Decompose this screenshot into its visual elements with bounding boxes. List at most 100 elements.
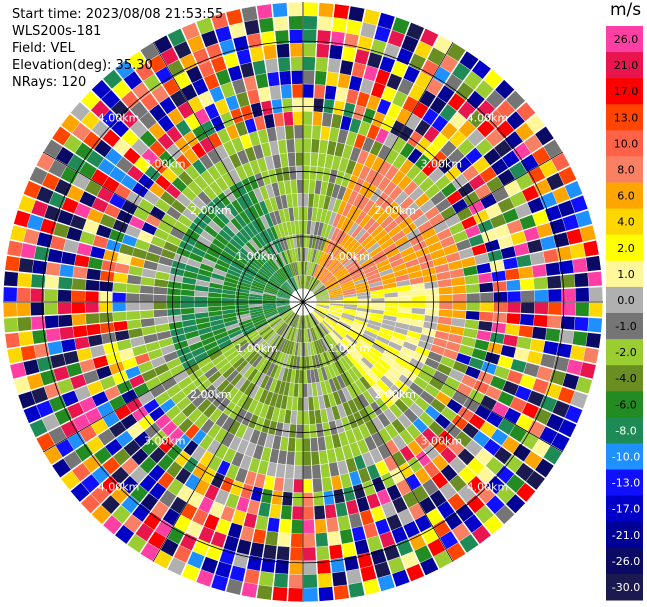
velocity-gate	[432, 133, 449, 150]
velocity-gate	[370, 225, 384, 238]
velocity-gate	[120, 174, 138, 191]
velocity-gate	[586, 332, 601, 349]
velocity-gate	[575, 302, 589, 317]
velocity-gate	[102, 411, 120, 428]
velocity-gate	[201, 467, 216, 484]
velocity-gate	[276, 270, 286, 282]
velocity-gate	[81, 474, 100, 493]
velocity-gate	[180, 308, 195, 315]
velocity-gate	[127, 422, 144, 439]
velocity-gate	[545, 262, 561, 276]
velocity-gate	[223, 52, 239, 69]
velocity-gate	[153, 309, 168, 318]
velocity-gate	[579, 362, 596, 379]
velocity-gate	[209, 408, 223, 423]
velocity-gate	[343, 302, 358, 305]
velocity-gate	[160, 47, 179, 66]
velocity-gate	[216, 259, 230, 269]
velocity-gate	[419, 411, 435, 427]
velocity-gate	[212, 238, 226, 250]
velocity-gate	[204, 225, 218, 238]
velocity-gate	[303, 356, 307, 370]
velocity-gate	[285, 464, 294, 479]
velocity-gate	[328, 260, 340, 272]
velocity-gate	[138, 173, 155, 190]
velocity-gate	[324, 210, 333, 225]
velocity-gate	[243, 512, 258, 529]
velocity-gate	[91, 391, 109, 407]
velocity-gate	[112, 302, 126, 312]
velocity-gate	[244, 146, 257, 162]
velocity-gate	[241, 177, 253, 193]
velocity-gate	[276, 303, 290, 307]
velocity-gate	[409, 319, 424, 328]
velocity-gate	[143, 74, 162, 92]
velocity-gate	[363, 353, 377, 366]
velocity-gate	[280, 84, 292, 99]
velocity-gate	[237, 149, 249, 165]
velocity-gate	[182, 319, 197, 328]
velocity-gate	[187, 388, 202, 402]
velocity-gate	[103, 342, 119, 355]
velocity-gate	[195, 279, 210, 287]
velocity-gate	[269, 258, 279, 271]
velocity-gate	[376, 98, 392, 115]
velocity-gate	[3, 302, 18, 317]
velocity-gate	[464, 274, 479, 285]
velocity-gate	[366, 273, 381, 281]
velocity-gate	[540, 191, 557, 209]
velocity-gate	[400, 246, 415, 258]
velocity-gate	[250, 102, 263, 118]
velocity-gate	[316, 305, 329, 311]
velocity-gate	[516, 482, 536, 502]
velocity-gate	[135, 523, 154, 542]
velocity-gate	[307, 276, 313, 290]
velocity-gate	[149, 447, 166, 464]
velocity-gate	[440, 122, 458, 140]
velocity-gate	[458, 344, 474, 357]
velocity-gate	[444, 214, 461, 228]
velocity-gate	[324, 379, 333, 394]
velocity-gate	[494, 446, 512, 465]
velocity-gate	[277, 408, 286, 423]
velocity-gate	[317, 153, 326, 168]
velocity-gate	[366, 95, 381, 111]
velocity-gate	[161, 213, 177, 227]
velocity-gate	[371, 156, 385, 172]
velocity-gate	[291, 519, 303, 534]
velocity-gate	[303, 519, 315, 534]
velocity-gate	[163, 351, 179, 363]
velocity-gate	[180, 533, 197, 551]
velocity-gate	[396, 279, 411, 287]
velocity-gate	[278, 252, 287, 266]
velocity-gate	[483, 69, 503, 89]
velocity-gate	[451, 414, 468, 431]
velocity-gate	[316, 303, 330, 307]
velocity-gate	[18, 195, 36, 213]
velocity-gate	[182, 382, 197, 396]
velocity-gate	[254, 473, 266, 489]
colorbar-swatch	[606, 130, 643, 157]
velocity-gate	[391, 526, 408, 544]
velocity-gate	[272, 154, 282, 169]
velocity-gate	[430, 344, 446, 356]
velocity-gate	[91, 197, 109, 213]
velocity-gate	[272, 435, 282, 450]
velocity-gate	[467, 457, 485, 475]
velocity-gate	[264, 287, 278, 294]
velocity-gate	[227, 326, 241, 335]
velocity-gate	[446, 42, 466, 62]
velocity-gate	[569, 243, 586, 259]
velocity-gate	[329, 44, 343, 60]
velocity-gate	[433, 370, 449, 384]
velocity-gate	[80, 494, 100, 514]
velocity-gate	[228, 329, 243, 339]
velocity-gate	[79, 191, 97, 208]
velocity-gate	[120, 110, 139, 128]
velocity-gate	[30, 302, 45, 316]
velocity-gate	[392, 90, 408, 108]
velocity-gate	[198, 526, 215, 544]
velocity-gate	[174, 514, 191, 533]
velocity-gate	[273, 573, 288, 588]
velocity-gate	[479, 311, 494, 322]
